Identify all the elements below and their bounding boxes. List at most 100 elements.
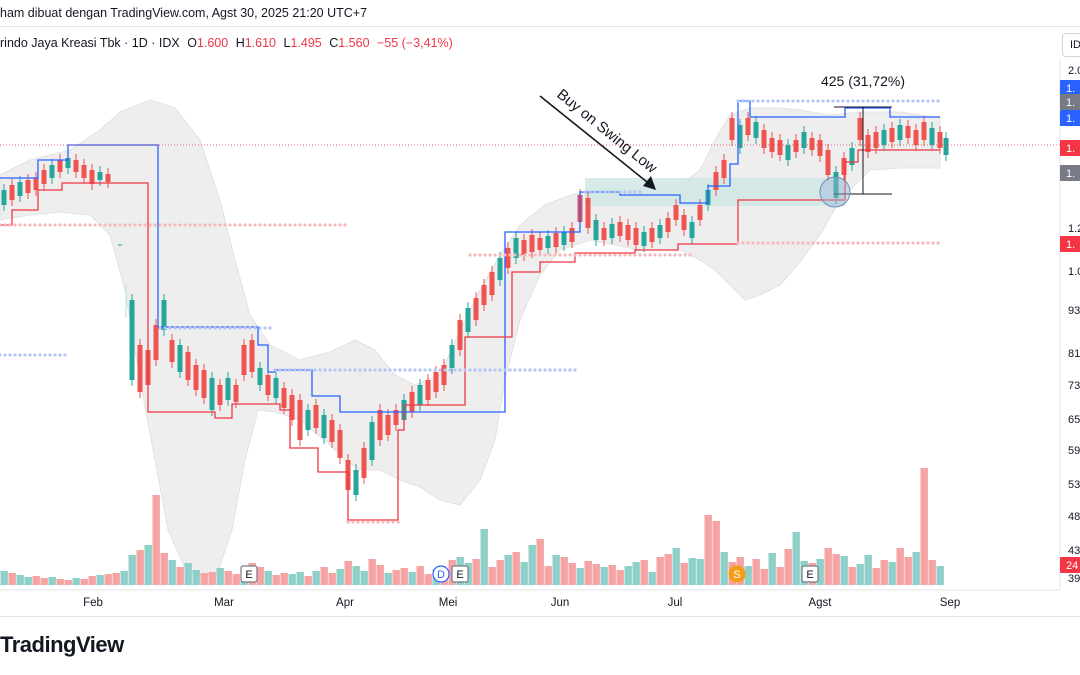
volume-bar — [768, 553, 776, 585]
price-badge-text: 24 — [1066, 560, 1078, 572]
pivot-low-dots-dot — [771, 241, 775, 245]
volume-bar — [472, 559, 480, 585]
pivot-low-dots-dot — [308, 223, 312, 227]
pivot-low-dots-dot — [503, 253, 507, 257]
pivot-low-dots-dot — [746, 241, 750, 245]
volume-bar — [592, 564, 600, 585]
pivot-low-dots-dot — [193, 223, 197, 227]
pivot-high-dots-dot — [33, 353, 37, 357]
volume-bar — [80, 579, 88, 585]
pivot-low-dots-dot — [168, 223, 172, 227]
candle-body — [569, 228, 575, 242]
candle-body — [873, 132, 879, 148]
pivot-low-dots-dot — [871, 241, 875, 245]
pivot-low-dots-dot — [836, 241, 840, 245]
pivot-high-dots-dot — [931, 99, 935, 103]
pivot-low-dots-dot — [603, 253, 607, 257]
pivot-high-dots-dot — [423, 368, 427, 372]
pivot-high-dots-dot — [188, 326, 192, 330]
pivot-low-dots-dot — [33, 223, 37, 227]
volume-bar — [136, 550, 144, 585]
pivot-high-dots-dot — [233, 326, 237, 330]
candle-body — [609, 224, 615, 238]
x-tick-label: Sep — [940, 597, 960, 609]
pivot-high-dots-dot — [278, 368, 282, 372]
pivot-high-dots-dot — [373, 368, 377, 372]
pivot-low-dots-dot — [53, 223, 57, 227]
measure-annotation: 425 (31,72%) — [821, 73, 905, 195]
pivot-low-dots-dot — [851, 241, 855, 245]
volume-bar — [776, 567, 784, 585]
volume-bar — [904, 557, 912, 585]
candle-body — [425, 380, 431, 400]
volume-bar — [856, 564, 864, 585]
pivot-low-dots-dot — [518, 253, 522, 257]
volume-bar — [312, 571, 320, 585]
volume-bar — [648, 572, 656, 585]
pivot-high-dots-dot — [766, 99, 770, 103]
pivot-high-dots-dot — [58, 353, 62, 357]
candle-body — [585, 198, 591, 228]
volume-bar — [640, 560, 648, 585]
y-tick-label: 81 — [1068, 348, 1080, 360]
pivot-low-dots-dot — [563, 253, 567, 257]
pivot-low-dots-dot — [123, 223, 127, 227]
volume-bar — [792, 532, 800, 585]
pivot-low-dots-dot — [153, 223, 157, 227]
candle-body — [921, 122, 927, 140]
price-badge-text: 1. — [1066, 113, 1075, 125]
pivot-low-dots-dot — [23, 223, 27, 227]
pivot-low-dots-dot — [253, 223, 257, 227]
pivot-low-dots-dot — [513, 253, 517, 257]
pivot-low-dots-dot — [93, 223, 97, 227]
pivot-high-dots-dot — [736, 99, 740, 103]
pivot-low-dots-dot — [113, 223, 117, 227]
price-badge: 1. — [1060, 165, 1080, 181]
pivot-high-dots-dot — [28, 353, 32, 357]
pivot-low-dots-dot — [683, 253, 687, 257]
volume-bar — [288, 574, 296, 585]
pivot-low-dots-dot — [633, 253, 637, 257]
pivot-high-dots-dot — [183, 326, 187, 330]
pivot-low-dots-dot — [38, 223, 42, 227]
pivot-high-dots-dot — [613, 190, 617, 194]
candle-body — [497, 258, 503, 280]
volume-bar — [632, 562, 640, 585]
pivot-high-dots-dot — [53, 353, 57, 357]
pivot-high-dots-dot — [911, 99, 915, 103]
pivot-low-dots-dot — [233, 223, 237, 227]
symbol-name[interactable]: rindo Jaya Kreasi Tbk · 1D · IDX — [0, 36, 180, 50]
pivot-high-dots-dot — [916, 99, 920, 103]
candle-body — [441, 365, 447, 385]
y-tick-label: 53 — [1068, 479, 1080, 491]
volume-bar — [88, 576, 96, 585]
volume-bar — [144, 545, 152, 585]
volume-bar — [384, 573, 392, 585]
pivot-low-dots-dot — [936, 241, 940, 245]
volume-bar — [880, 560, 888, 585]
pivot-high-dots-dot — [548, 368, 552, 372]
annotation-arrow-text: Buy on Swing Low — [553, 86, 660, 177]
pivot-low-dots-dot — [323, 223, 327, 227]
pivot-high-dots-dot — [298, 368, 302, 372]
event-marker: E — [451, 565, 469, 583]
pivot-high-dots-dot — [313, 368, 317, 372]
pivot-low-dots-dot — [638, 253, 642, 257]
volume-bar — [536, 539, 544, 585]
candle-body — [841, 158, 847, 175]
candle-body — [593, 220, 599, 240]
candle-body — [641, 232, 647, 246]
pivot-high-dots-dot — [483, 368, 487, 372]
event-marker: S — [728, 565, 746, 583]
pivot-low-dots-dot — [766, 241, 770, 245]
volume-bar — [232, 574, 240, 585]
event-marker: E — [801, 565, 819, 583]
pivot-low-dots-dot — [223, 223, 227, 227]
volume-bar — [256, 567, 264, 585]
legend-change: −55 (−3,41%) — [377, 36, 453, 50]
volume-bar — [832, 554, 840, 585]
pivot-high-dots-dot — [623, 190, 627, 194]
currency-button[interactable]: ID — [1062, 33, 1080, 57]
pivot-high-dots-dot — [468, 368, 472, 372]
